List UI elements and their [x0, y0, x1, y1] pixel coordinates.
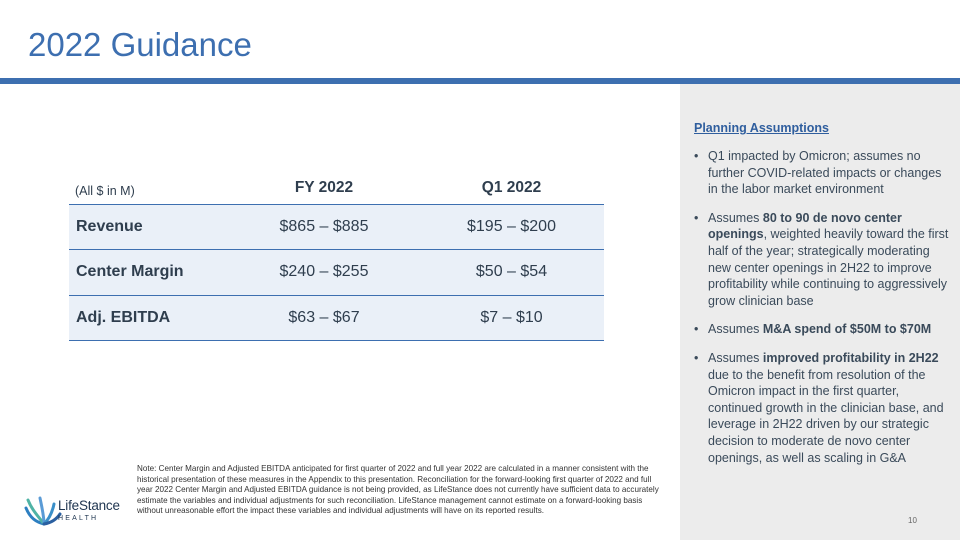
row-fy2022-value: $240 – $255 — [279, 263, 369, 281]
lifestance-leaf-icon — [24, 496, 62, 526]
bullet-post: , weighted heavily toward the first half… — [708, 227, 949, 308]
bullet-bold: M&A spend of $50M to $70M — [762, 322, 932, 337]
bullet-bold: 80 to 90 de novo center openings — [708, 210, 902, 242]
list-item: Assumes 80 to 90 de novo center openings… — [694, 210, 952, 310]
list-item: Assumes M&A spend of $50M to $70M — [694, 321, 952, 338]
logo-name: LifeStance — [58, 498, 120, 513]
bullet-post: due to the benefit from resolution of th… — [708, 367, 944, 465]
bullet-pre: Assumes — [708, 350, 763, 365]
footnote: Note: Center Margin and Adjusted EBITDA … — [137, 464, 659, 515]
table-header-row: (All $ in M) FY 2022 Q1 2022 — [69, 172, 604, 204]
guidance-table: (All $ in M) FY 2022 Q1 2022 Revenue $86… — [69, 172, 604, 341]
row-metric: Center Margin — [76, 263, 184, 281]
title-divider — [0, 78, 960, 84]
page-title: 2022 Guidance — [28, 26, 252, 63]
list-item: Assumes improved profitability in 2H22 d… — [694, 350, 952, 466]
row-fy2022-value: $63 – $67 — [288, 308, 360, 326]
table-row: Revenue $865 – $885 $195 – $200 — [69, 204, 604, 250]
bullet-text: Q1 impacted by Omicron; assumes no furth… — [708, 149, 942, 197]
row-q12022-value: $195 – $200 — [467, 217, 556, 235]
planning-assumptions-list: Q1 impacted by Omicron; assumes no furth… — [694, 148, 952, 478]
column-header-fy2022: FY 2022 — [294, 178, 354, 196]
bullet-pre: Assumes — [708, 210, 763, 225]
row-metric: Adj. EBITDA — [76, 308, 171, 326]
row-q12022-value: $50 – $54 — [475, 263, 548, 281]
page-number: 10 — [908, 516, 917, 525]
bullet-bold: improved profitability in 2H22 — [762, 350, 939, 365]
row-metric: Revenue — [76, 217, 143, 235]
column-header-q12022: Q1 2022 — [481, 178, 542, 196]
list-item: Q1 impacted by Omicron; assumes no furth… — [694, 148, 952, 198]
row-fy2022-value: $865 – $885 — [279, 217, 369, 235]
table-row: Adj. EBITDA $63 – $67 $7 – $10 — [69, 295, 604, 341]
row-q12022-value: $7 – $10 — [480, 308, 543, 326]
logo-subtitle: HEALTH — [58, 515, 99, 522]
unit-label: (All $ in M) — [75, 183, 135, 198]
table-row: Center Margin $240 – $255 $50 – $54 — [69, 249, 604, 295]
bullet-pre: Assumes — [708, 322, 763, 337]
planning-heading: Planning Assumptions — [694, 121, 829, 135]
